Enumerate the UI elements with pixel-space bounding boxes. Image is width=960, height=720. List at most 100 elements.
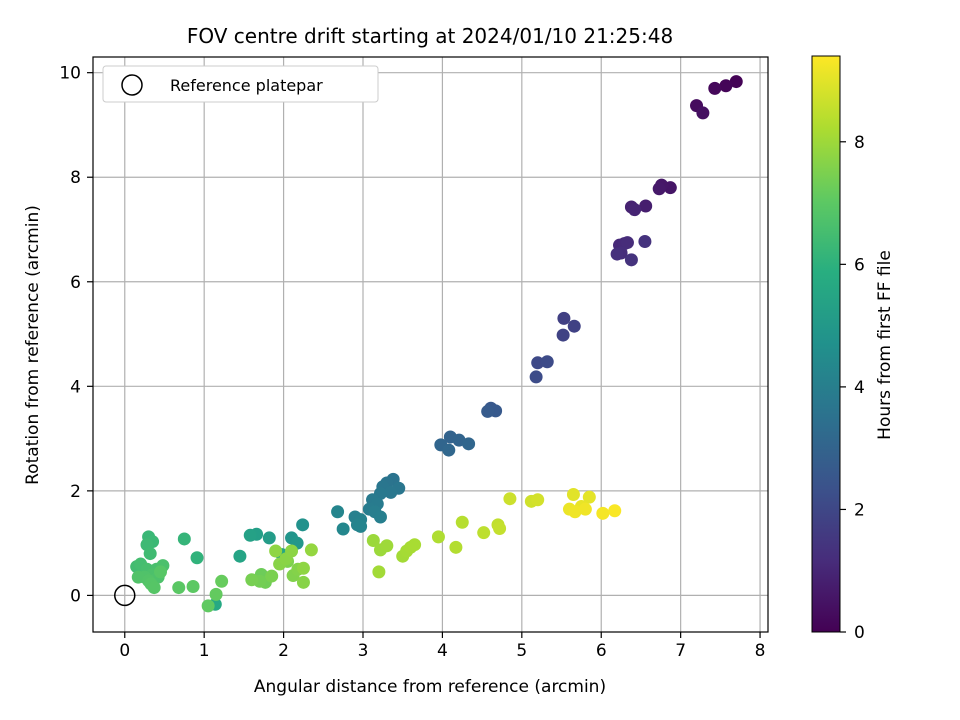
colorbar-label: Hours from first FF file <box>875 250 895 440</box>
x-tick-label: 3 <box>358 641 369 661</box>
x-axis-label: Angular distance from reference (arcmin) <box>254 677 606 697</box>
data-point <box>186 580 200 594</box>
data-point <box>582 490 596 504</box>
data-point <box>462 437 476 451</box>
data-point <box>610 247 624 261</box>
data-point <box>696 106 710 120</box>
data-point <box>269 544 283 558</box>
x-tick-label: 0 <box>119 641 130 661</box>
legend-box <box>102 65 379 103</box>
data-point <box>209 587 223 601</box>
chart-title: FOV centre drift starting at 2024/01/10 … <box>187 24 673 48</box>
x-tick-label: 8 <box>755 641 766 661</box>
colorbar-gradient <box>811 55 841 633</box>
data-point <box>243 528 257 542</box>
data-point <box>380 539 394 553</box>
colorbar: 0 2 4 6 8 Hours from first FF file <box>811 55 895 643</box>
legend-label-reference: Reference platepar <box>170 76 323 95</box>
data-point <box>540 355 554 369</box>
data-point <box>481 404 495 418</box>
data-point <box>354 519 368 533</box>
reference-platepar-marker <box>114 584 136 607</box>
data-point <box>201 599 215 613</box>
data-point <box>408 538 422 552</box>
data-point <box>638 235 652 249</box>
data-point <box>531 493 545 507</box>
data-point <box>531 356 545 370</box>
data-point <box>233 549 247 563</box>
data-point <box>331 505 345 519</box>
data-point <box>620 236 634 250</box>
data-point <box>557 311 571 325</box>
colorbar-tick-label: 0 <box>854 623 865 643</box>
x-tick-label: 4 <box>437 641 448 661</box>
y-tick-label: 8 <box>70 168 81 188</box>
colorbar-ticks: 0 2 4 6 8 <box>840 133 865 643</box>
data-point <box>503 492 517 506</box>
colorbar-tick-label: 6 <box>854 255 865 275</box>
data-point <box>556 328 570 342</box>
data-point <box>296 575 310 589</box>
colorbar-tick-label: 4 <box>854 378 865 398</box>
legend: Reference platepar <box>102 65 379 103</box>
data-point <box>296 518 310 532</box>
data-point <box>455 515 469 529</box>
data-point <box>628 203 642 217</box>
data-point <box>304 543 318 557</box>
x-tick-label: 1 <box>199 641 210 661</box>
data-point <box>493 522 507 535</box>
data-point <box>296 561 310 575</box>
y-tick-label: 4 <box>70 377 81 397</box>
data-point <box>568 505 582 519</box>
data-point <box>215 574 229 588</box>
data-point <box>262 531 276 545</box>
x-tick-label: 2 <box>278 641 289 661</box>
data-point <box>449 540 463 554</box>
data-point <box>177 532 191 546</box>
y-tick-label: 2 <box>70 482 81 502</box>
x-tick-label: 6 <box>596 641 607 661</box>
data-point <box>131 570 145 584</box>
data-point <box>190 551 204 565</box>
grid-lines <box>93 57 768 632</box>
data-point <box>147 581 161 595</box>
data-point <box>729 75 743 89</box>
data-point <box>366 534 380 548</box>
x-tick-label: 7 <box>675 641 686 661</box>
data-point <box>719 79 733 93</box>
data-point <box>578 502 592 516</box>
data-point <box>265 569 279 583</box>
data-point <box>172 581 186 595</box>
colorbar-tick-label: 2 <box>854 500 865 520</box>
data-points <box>130 75 743 613</box>
colorbar-tick-label: 8 <box>854 133 865 153</box>
data-point <box>336 522 350 536</box>
data-point <box>372 565 386 579</box>
legend-marker-reference <box>121 74 143 96</box>
data-point <box>596 506 610 520</box>
data-point <box>154 565 167 579</box>
y-axis-label: Rotation from reference (arcmin) <box>23 205 43 485</box>
data-point <box>245 573 259 587</box>
data-point <box>708 81 722 95</box>
data-point <box>442 443 456 457</box>
y-tick-label: 10 <box>59 64 81 84</box>
data-point <box>608 504 622 518</box>
data-point <box>143 547 157 561</box>
data-point <box>529 370 543 384</box>
y-tick-label: 0 <box>70 586 81 606</box>
data-point <box>477 526 491 540</box>
data-point <box>566 488 580 502</box>
data-point <box>384 485 398 499</box>
x-tick-label: 5 <box>516 641 527 661</box>
data-point <box>431 530 445 544</box>
data-point <box>624 253 638 267</box>
data-point <box>652 182 666 196</box>
data-point <box>285 544 299 558</box>
data-point <box>639 199 653 213</box>
y-tick-label: 6 <box>70 273 81 293</box>
axis-ticks: 0 1 2 3 4 5 6 7 8 0 2 4 6 8 10 <box>59 64 765 661</box>
data-point <box>567 319 581 333</box>
data-point <box>373 510 387 524</box>
